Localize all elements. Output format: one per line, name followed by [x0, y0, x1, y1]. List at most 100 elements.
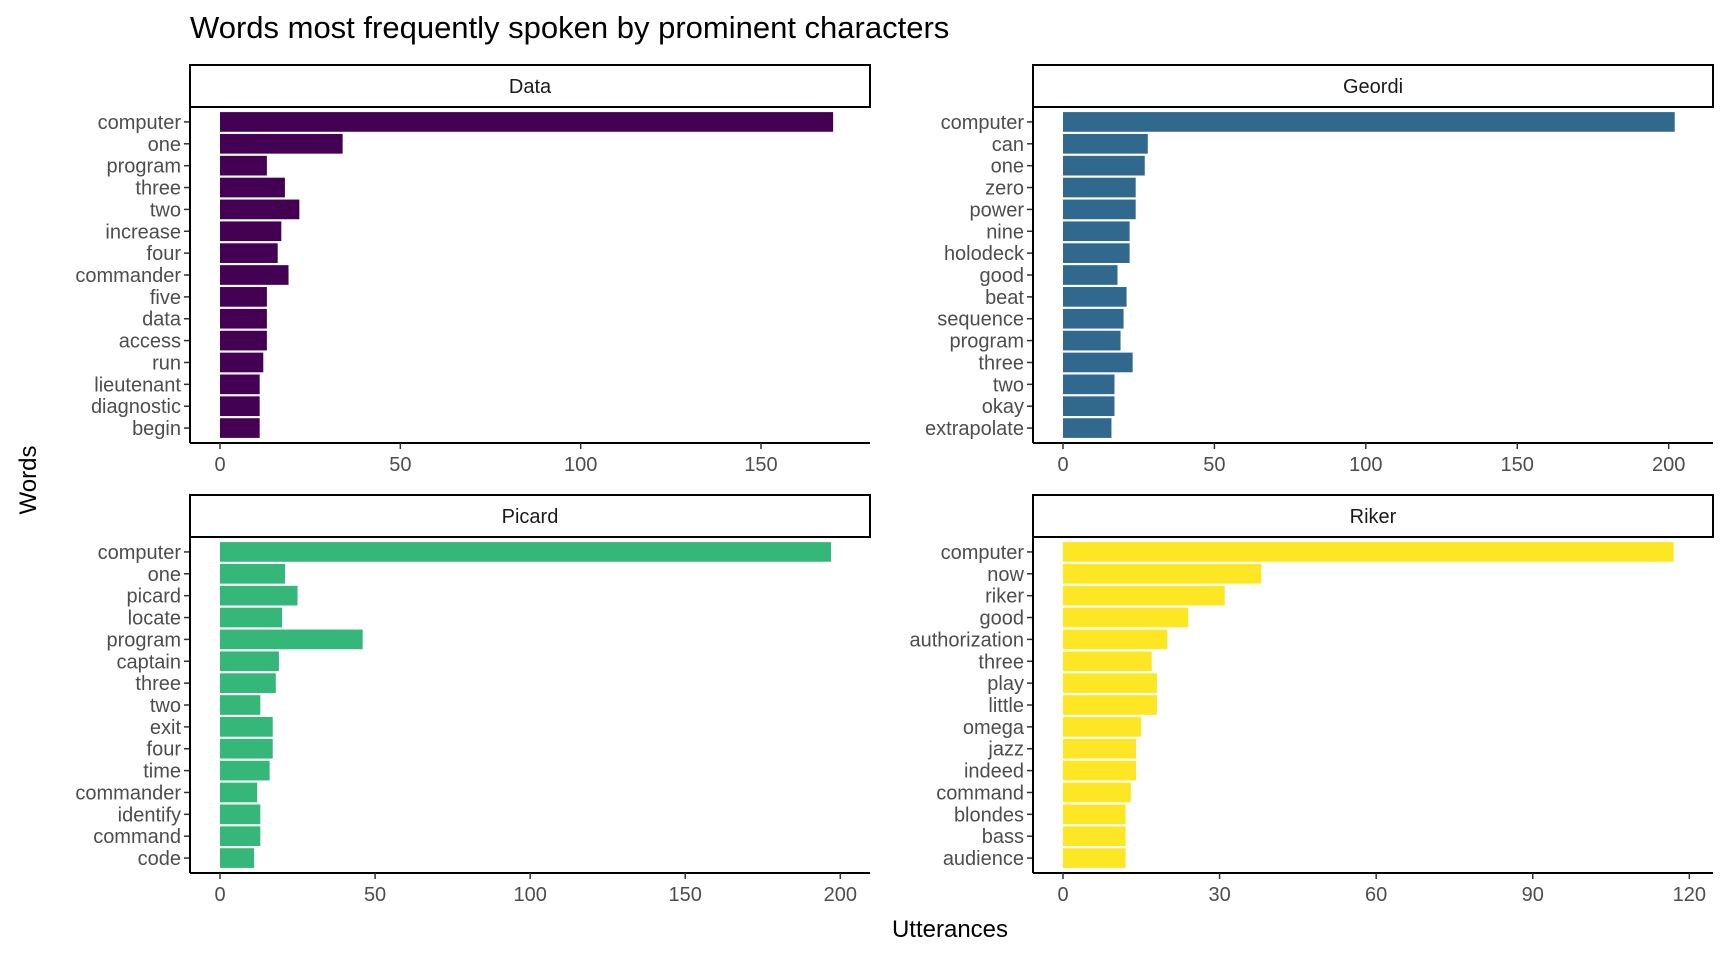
y-tick-label: two	[150, 199, 181, 221]
y-tick-label: data	[142, 309, 182, 331]
y-tick-label: jazz	[987, 739, 1024, 761]
x-tick-label: 0	[214, 884, 225, 906]
bar-omega	[1063, 717, 1142, 737]
facet-panel-geordi: Geordi computercanonezeropowernineholodec…	[925, 64, 1714, 476]
bar-jazz	[1063, 738, 1137, 759]
y-tick-label: diagnostic	[91, 396, 181, 418]
bar-holodeck	[1063, 243, 1130, 263]
y-tick-label: computer	[98, 112, 182, 134]
facet-strip	[189, 64, 871, 108]
bar-identify	[220, 804, 261, 825]
bar-program	[220, 155, 267, 176]
bar-power	[1063, 199, 1136, 220]
y-tick-label: increase	[105, 221, 181, 243]
y-tick-label: nine	[986, 221, 1024, 243]
bar-picard	[220, 585, 298, 606]
y-tick-label: riker	[985, 586, 1024, 608]
facet-panel-picard: Picard computeronepicardlocateprogramcapt…	[75, 494, 871, 906]
y-tick-label: four	[147, 243, 182, 265]
y-tick-label: zero	[985, 178, 1024, 200]
y-tick-label: okay	[982, 396, 1024, 418]
bar-computer	[220, 542, 831, 562]
bar-lieutenant	[220, 374, 260, 395]
bar-bass	[1063, 826, 1126, 847]
y-tick-label: play	[987, 673, 1024, 695]
y-tick-label: good	[980, 265, 1025, 287]
y-tick-label: extrapolate	[925, 418, 1024, 440]
bar-audience	[1063, 848, 1126, 868]
bar-play	[1063, 673, 1157, 693]
bar-computer	[1063, 112, 1675, 132]
bar-authorization	[1063, 629, 1168, 650]
y-tick-label: holodeck	[944, 243, 1025, 265]
facet-strip-label: Picard	[502, 506, 559, 528]
bar-sequence	[1063, 308, 1124, 329]
y-tick-label: three	[978, 352, 1024, 374]
x-tick-label: 200	[1652, 454, 1685, 476]
x-axis-title: Utterances	[892, 916, 1008, 943]
bar-diagnostic	[220, 396, 260, 417]
bar-one	[1063, 155, 1145, 176]
bar-command	[220, 826, 261, 847]
y-tick-label: begin	[132, 418, 181, 440]
x-tick-label: 50	[389, 454, 411, 476]
x-tick-label: 30	[1208, 884, 1230, 906]
bar-exit	[220, 717, 273, 737]
y-tick-label: exit	[150, 717, 182, 739]
x-tick-label: 100	[564, 454, 597, 476]
bar-program	[1063, 330, 1121, 351]
bar-indeed	[1063, 760, 1137, 781]
facet-strip-label: Geordi	[1343, 76, 1403, 98]
y-tick-label: little	[988, 695, 1024, 717]
y-tick-label: four	[147, 739, 182, 761]
y-tick-label: lieutenant	[94, 374, 181, 396]
bar-two	[1063, 374, 1115, 395]
x-tick-label: 150	[1501, 454, 1534, 476]
bar-access	[220, 330, 267, 351]
y-tick-label: two	[993, 374, 1024, 396]
bar-good	[1063, 607, 1189, 628]
bar-locate	[220, 607, 283, 628]
bar-beat	[1063, 287, 1127, 307]
y-tick-label: three	[135, 178, 181, 200]
bar-three	[220, 177, 285, 198]
y-tick-label: one	[991, 156, 1024, 178]
x-tick-label: 100	[513, 884, 546, 906]
bar-increase	[220, 221, 282, 242]
x-tick-label: 200	[824, 884, 857, 906]
bar-code	[220, 848, 255, 868]
bar-little	[1063, 695, 1157, 715]
facet-panel-riker: Riker computernowrikergoodauthorizationth…	[909, 494, 1714, 906]
y-tick-label: locate	[128, 608, 181, 630]
y-tick-label: access	[119, 331, 181, 353]
x-tick-label: 150	[669, 884, 702, 906]
y-tick-label: code	[138, 848, 181, 870]
y-tick-label: computer	[941, 542, 1025, 564]
x-tick-label: 150	[744, 454, 777, 476]
bar-can	[1063, 133, 1148, 154]
bar-commander	[220, 265, 289, 285]
bar-one	[220, 133, 343, 154]
y-tick-label: audience	[943, 848, 1024, 870]
y-tick-label: three	[135, 673, 181, 695]
facet-strip	[189, 494, 871, 538]
bar-data	[220, 308, 267, 329]
x-tick-label: 90	[1522, 884, 1544, 906]
x-tick-label: 120	[1673, 884, 1706, 906]
y-tick-label: blondes	[954, 804, 1024, 826]
y-tick-label: five	[150, 287, 181, 309]
bar-three	[1063, 651, 1152, 672]
y-tick-label: one	[148, 134, 181, 156]
bar-command	[1063, 782, 1131, 803]
bar-four	[220, 738, 273, 759]
x-tick-label: 50	[364, 884, 386, 906]
bar-okay	[1063, 396, 1115, 417]
y-tick-label: commander	[75, 265, 181, 287]
y-tick-label: good	[980, 608, 1025, 630]
y-tick-label: captain	[117, 651, 182, 673]
y-tick-label: beat	[985, 287, 1024, 309]
x-tick-label: 50	[1203, 454, 1225, 476]
bar-computer	[220, 112, 834, 132]
